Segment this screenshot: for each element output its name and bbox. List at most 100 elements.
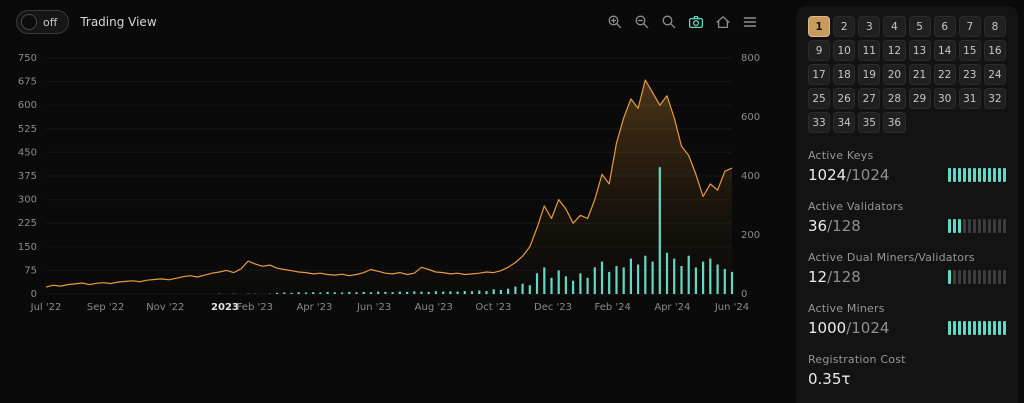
svg-text:Apr '23: Apr '23 [296, 302, 332, 313]
toggle-knob-icon [21, 14, 37, 30]
stat-active-validators: Active Validators 36/128 [808, 200, 1006, 235]
svg-text:525: 525 [18, 124, 37, 135]
stat-value: 12/128 [808, 268, 861, 286]
chart-header: off Trading View [0, 0, 796, 44]
svg-text:150: 150 [18, 242, 37, 253]
subnet-button-18[interactable]: 18 [833, 64, 856, 85]
subnet-button-4[interactable]: 4 [883, 16, 906, 37]
svg-text:375: 375 [18, 171, 37, 182]
subnet-button-1[interactable]: 1 [808, 16, 831, 37]
subnet-button-8[interactable]: 8 [983, 16, 1006, 37]
stat-label: Registration Cost [808, 353, 906, 366]
subnet-button-36[interactable]: 36 [883, 112, 906, 133]
svg-text:Sep '22: Sep '22 [87, 302, 125, 313]
subnet-button-7[interactable]: 7 [958, 16, 981, 37]
stat-value: 1000/1024 [808, 319, 890, 337]
svg-text:200: 200 [741, 230, 760, 241]
subnet-button-19[interactable]: 19 [858, 64, 881, 85]
stat-registration-cost: Registration Cost 0.35τ [808, 353, 1006, 388]
svg-text:225: 225 [18, 218, 37, 229]
svg-text:300: 300 [18, 195, 37, 206]
capacity-bar [948, 168, 1006, 182]
subnet-button-32[interactable]: 32 [983, 88, 1006, 109]
svg-text:Aug '23: Aug '23 [415, 302, 453, 313]
subnet-button-2[interactable]: 2 [833, 16, 856, 37]
subnet-button-24[interactable]: 24 [983, 64, 1006, 85]
svg-text:Feb '24: Feb '24 [595, 302, 631, 313]
subnet-button-11[interactable]: 11 [858, 40, 881, 61]
svg-text:Dec '23: Dec '23 [534, 302, 572, 313]
subnet-button-15[interactable]: 15 [958, 40, 981, 61]
menu-icon[interactable] [742, 14, 758, 30]
subnet-button-10[interactable]: 10 [833, 40, 856, 61]
stat-label: Active Dual Miners/Validators [808, 251, 975, 264]
svg-text:400: 400 [741, 171, 760, 182]
subnet-button-23[interactable]: 23 [958, 64, 981, 85]
stat-label: Active Validators [808, 200, 904, 213]
subnet-button-9[interactable]: 9 [808, 40, 831, 61]
svg-text:75: 75 [24, 265, 37, 276]
chart-toolbar [607, 14, 758, 30]
svg-text:675: 675 [18, 77, 37, 88]
svg-text:450: 450 [18, 147, 37, 158]
chart-section: off Trading View [0, 0, 796, 384]
subnet-button-12[interactable]: 12 [883, 40, 906, 61]
svg-text:800: 800 [741, 53, 760, 64]
capacity-bar [948, 219, 1006, 233]
subnet-button-28[interactable]: 28 [883, 88, 906, 109]
svg-text:Oct '23: Oct '23 [475, 302, 511, 313]
zoom-in-icon[interactable] [607, 14, 623, 30]
capacity-bar [948, 270, 1006, 284]
svg-text:0: 0 [31, 289, 37, 300]
stat-value: 1024/1024 [808, 166, 890, 184]
subnet-button-14[interactable]: 14 [933, 40, 956, 61]
stat-active-dual-miners-validators: Active Dual Miners/Validators 12/128 [808, 251, 1006, 286]
stat-label: Active Keys [808, 149, 874, 162]
subnet-button-17[interactable]: 17 [808, 64, 831, 85]
subnet-button-21[interactable]: 21 [908, 64, 931, 85]
svg-text:Apr '24: Apr '24 [654, 302, 690, 313]
camera-icon[interactable] [688, 14, 704, 30]
zoom-out-icon[interactable] [634, 14, 650, 30]
stat-value: 36/128 [808, 217, 861, 235]
svg-text:2023: 2023 [211, 302, 239, 313]
subnet-button-31[interactable]: 31 [958, 88, 981, 109]
subnet-button-27[interactable]: 27 [858, 88, 881, 109]
subnet-button-6[interactable]: 6 [933, 16, 956, 37]
stat-value: 0.35τ [808, 370, 851, 388]
stat-active-miners: Active Miners 1000/1024 [808, 302, 1006, 337]
subnet-button-22[interactable]: 22 [933, 64, 956, 85]
svg-text:600: 600 [18, 100, 37, 111]
subnet-number-grid: 1 2 3 4 5 6 7 8 9 10 11 12 13 14 15 16 17 18 19 20 21 22 23 24 2… [808, 16, 1006, 133]
home-icon[interactable] [715, 14, 731, 30]
subnet-button-5[interactable]: 5 [908, 16, 931, 37]
stat-label: Active Miners [808, 302, 885, 315]
subnet-button-16[interactable]: 16 [983, 40, 1006, 61]
subnet-button-29[interactable]: 29 [908, 88, 931, 109]
capacity-bar [948, 321, 1006, 335]
subnet-button-13[interactable]: 13 [908, 40, 931, 61]
subnet-button-30[interactable]: 30 [933, 88, 956, 109]
zoom-reset-icon[interactable] [661, 14, 677, 30]
svg-text:600: 600 [741, 112, 760, 123]
svg-text:Jun '24: Jun '24 [714, 302, 749, 313]
stat-active-keys: Active Keys 1024/1024 [808, 149, 1006, 184]
subnet-button-3[interactable]: 3 [858, 16, 881, 37]
svg-text:750: 750 [18, 53, 37, 64]
subnet-button-20[interactable]: 20 [883, 64, 906, 85]
svg-text:Nov '22: Nov '22 [146, 302, 184, 313]
toggle-label: off [43, 15, 58, 29]
subnet-button-33[interactable]: 33 [808, 112, 831, 133]
price-volume-chart[interactable]: 0 75 150 225 300 375 450 525 600 675 750 0 200 400 600… [0, 44, 796, 384]
subnet-button-34[interactable]: 34 [833, 112, 856, 133]
svg-text:Jun '23: Jun '23 [356, 302, 391, 313]
svg-text:Feb '23: Feb '23 [237, 302, 273, 313]
trading-view-toggle[interactable]: off [16, 10, 70, 34]
subnet-button-25[interactable]: 25 [808, 88, 831, 109]
subnet-side-panel: 1 2 3 4 5 6 7 8 9 10 11 12 13 14 15 16 17 18 19 20 21 22 23 24 2… [796, 6, 1018, 403]
svg-text:Jul '22: Jul '22 [30, 302, 62, 313]
subnet-button-35[interactable]: 35 [858, 112, 881, 133]
trading-view-label: Trading View [80, 15, 157, 29]
svg-text:0: 0 [741, 289, 747, 300]
subnet-button-26[interactable]: 26 [833, 88, 856, 109]
